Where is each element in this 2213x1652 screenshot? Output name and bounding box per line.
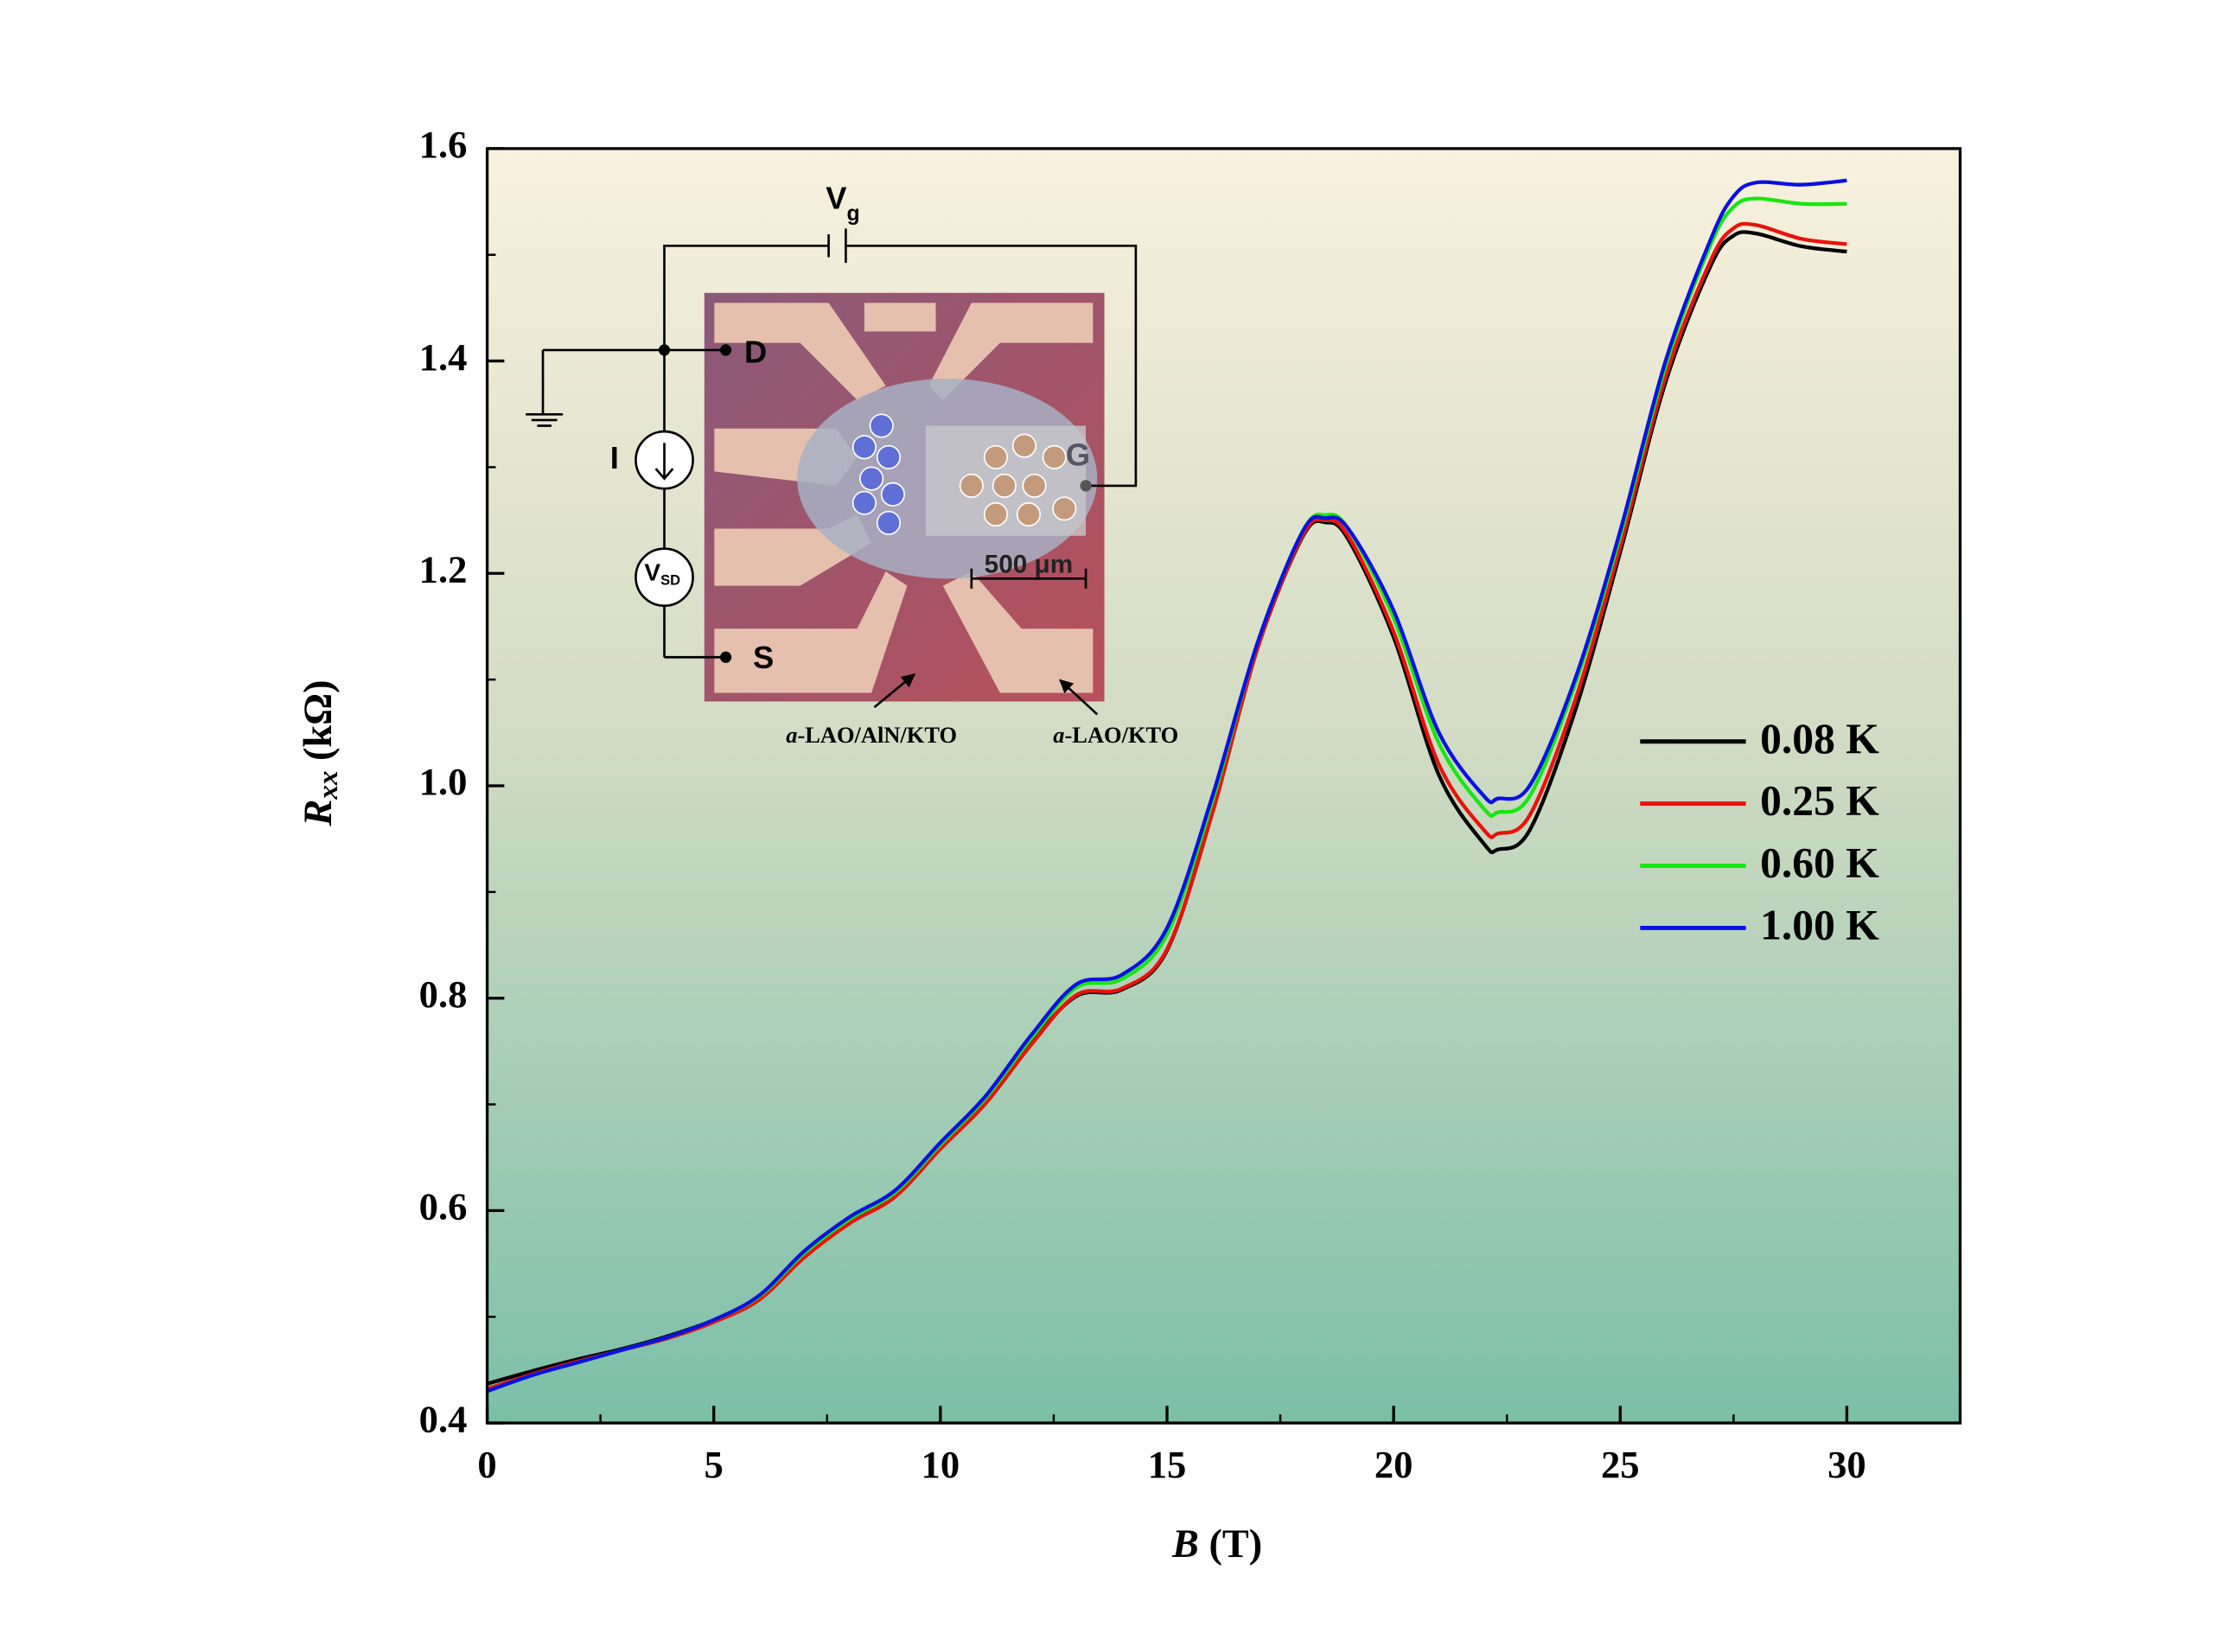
- node: [719, 344, 732, 356]
- x-tick-label: 15: [1148, 1443, 1187, 1486]
- legend-label: 1.00 K: [1760, 901, 1879, 948]
- y-tick-label: 0.4: [419, 1397, 468, 1440]
- material-label: a-LAO/AlN/KTO: [786, 722, 957, 748]
- node: [719, 651, 732, 663]
- x-tick-label: 20: [1374, 1443, 1413, 1486]
- x-tick-label: 30: [1827, 1443, 1866, 1486]
- x-tick-label: 0: [477, 1443, 496, 1486]
- inset: Vg D S I G VSD 500 μm a-LAO/AlN/KTO a-LA…: [526, 180, 1178, 748]
- g-label: G: [1066, 437, 1090, 472]
- y-axis-label: Rxx (kΩ): [296, 679, 343, 826]
- legend-label: 0.08 K: [1760, 715, 1879, 762]
- x-axis-label: B (T): [1171, 1521, 1262, 1566]
- y-tick-label: 1.4: [419, 335, 468, 379]
- s-label: S: [753, 640, 774, 675]
- legend-label: 0.25 K: [1760, 777, 1879, 825]
- x-tick-label: 25: [1601, 1443, 1640, 1486]
- plot-root: Vg D S I G VSD 500 μm a-LAO/AlN/KTO a-LA…: [296, 123, 1962, 1566]
- positive-charges: [851, 413, 905, 535]
- i-label: I: [610, 440, 619, 475]
- y-tick-label: 1.6: [419, 123, 468, 166]
- y-tick-label: 0.6: [419, 1185, 468, 1228]
- scale-label: 500 μm: [985, 550, 1074, 578]
- negative-charges: [959, 433, 1077, 527]
- vg-label: Vg: [826, 180, 859, 225]
- y-tick-label: 1.0: [419, 760, 468, 803]
- node: [1080, 480, 1092, 492]
- x-tick-label: 5: [705, 1443, 724, 1486]
- legend-label: 0.60 K: [1760, 839, 1879, 887]
- d-label: D: [744, 334, 767, 369]
- x-tick-label: 10: [922, 1443, 960, 1486]
- material-label: a-LAO/KTO: [1053, 722, 1178, 748]
- data-line: [486, 178, 1847, 1394]
- y-tick-label: 0.8: [419, 973, 468, 1016]
- circuit: [526, 228, 1138, 716]
- y-tick-label: 1.2: [419, 548, 468, 591]
- node: [658, 344, 671, 356]
- vsd-label: VSD: [644, 559, 680, 589]
